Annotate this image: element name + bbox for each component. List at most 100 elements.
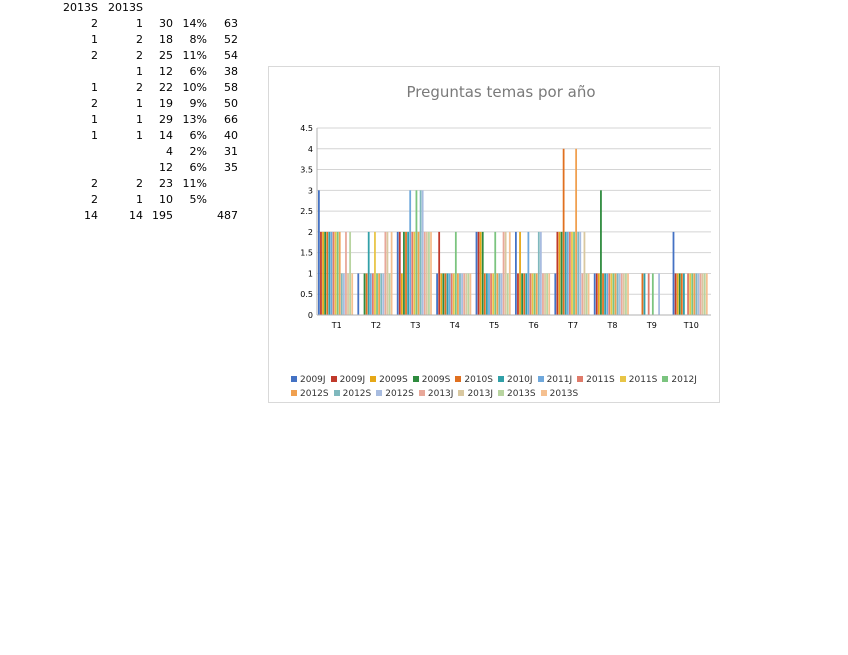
bar[interactable] xyxy=(403,231,405,315)
bar[interactable] xyxy=(583,231,586,315)
sheet-cell[interactable]: 58 xyxy=(224,81,238,94)
bar[interactable] xyxy=(691,273,694,315)
sheet-cell[interactable]: 23 xyxy=(159,177,173,190)
bar[interactable] xyxy=(486,273,488,315)
bar[interactable] xyxy=(500,273,503,315)
legend-item[interactable]: 2010S xyxy=(455,373,493,387)
bar[interactable] xyxy=(573,231,575,315)
bar[interactable] xyxy=(330,231,333,315)
bar[interactable] xyxy=(533,273,536,315)
bar[interactable] xyxy=(678,273,681,315)
sheet-header-cell[interactable] xyxy=(143,0,173,16)
bar[interactable] xyxy=(703,273,706,315)
bar[interactable] xyxy=(701,273,704,315)
sheet-cell[interactable]: 13% xyxy=(182,113,207,126)
sheet-cell[interactable]: 2 xyxy=(91,193,98,206)
bar[interactable] xyxy=(562,148,565,315)
legend-item[interactable]: 2012S xyxy=(291,387,329,401)
bar[interactable] xyxy=(548,273,551,315)
bar[interactable] xyxy=(687,273,689,315)
bar[interactable] xyxy=(492,273,495,315)
bar[interactable] xyxy=(409,190,412,315)
sheet-cell[interactable]: 487 xyxy=(217,209,238,222)
bar[interactable] xyxy=(620,273,623,315)
bar[interactable] xyxy=(423,231,426,315)
bar[interactable] xyxy=(413,231,416,315)
sheet-cell[interactable] xyxy=(0,144,98,160)
sheet-cell[interactable]: 9% xyxy=(189,97,207,110)
bar[interactable] xyxy=(481,231,484,315)
bar[interactable] xyxy=(544,273,546,315)
legend-item[interactable]: 2010J xyxy=(498,373,533,387)
bar[interactable] xyxy=(651,273,654,315)
bar[interactable] xyxy=(328,231,331,315)
legend-item[interactable]: 2012J xyxy=(662,373,697,387)
bar[interactable] xyxy=(388,273,391,315)
bar[interactable] xyxy=(459,273,461,315)
bar[interactable] xyxy=(490,273,492,315)
bar[interactable] xyxy=(415,190,418,315)
sheet-cell[interactable] xyxy=(0,160,98,176)
bar[interactable] xyxy=(494,231,497,315)
bar[interactable] xyxy=(674,273,677,315)
sheet-cell[interactable]: 50 xyxy=(224,97,238,110)
bar[interactable] xyxy=(568,231,571,315)
bar[interactable] xyxy=(676,273,679,315)
bar[interactable] xyxy=(602,273,604,315)
bar[interactable] xyxy=(407,231,409,315)
bar[interactable] xyxy=(444,273,447,315)
bar[interactable] xyxy=(647,273,650,315)
bar[interactable] xyxy=(627,273,629,315)
bar[interactable] xyxy=(525,273,528,315)
bar[interactable] xyxy=(527,231,530,315)
bar[interactable] xyxy=(608,273,611,315)
bar[interactable] xyxy=(581,273,584,315)
bar[interactable] xyxy=(610,273,613,315)
bar[interactable] xyxy=(641,273,644,315)
bar[interactable] xyxy=(556,231,559,315)
sheet-cell[interactable]: 6% xyxy=(189,161,207,174)
bar[interactable] xyxy=(577,231,580,315)
sheet-cell[interactable]: 30 xyxy=(159,17,173,30)
bar[interactable] xyxy=(502,231,505,315)
bar[interactable] xyxy=(382,273,385,315)
bar[interactable] xyxy=(436,273,438,315)
bar[interactable] xyxy=(697,273,700,315)
bar[interactable] xyxy=(515,231,517,315)
bar[interactable] xyxy=(365,273,368,315)
sheet-cell[interactable]: 2 xyxy=(136,49,143,62)
bar[interactable] xyxy=(477,231,480,315)
sheet-cell[interactable]: 29 xyxy=(159,113,173,126)
bar[interactable] xyxy=(438,231,441,315)
bar[interactable] xyxy=(442,273,445,315)
bar[interactable] xyxy=(369,273,372,315)
sheet-cell[interactable]: 2 xyxy=(91,17,98,30)
bar[interactable] xyxy=(463,273,466,315)
bar[interactable] xyxy=(585,273,588,315)
bar[interactable] xyxy=(523,273,526,315)
sheet-cell[interactable]: 40 xyxy=(224,129,238,142)
bar[interactable] xyxy=(338,231,341,315)
sheet-header-cell[interactable]: 2013S xyxy=(63,1,98,14)
legend-item[interactable]: 2013S xyxy=(498,387,536,401)
bar[interactable] xyxy=(521,273,524,315)
sheet-cell[interactable]: 5% xyxy=(189,193,207,206)
legend-item[interactable]: 2009S xyxy=(370,373,408,387)
bar[interactable] xyxy=(531,273,534,315)
bar[interactable] xyxy=(575,148,578,315)
sheet-cell[interactable]: 35 xyxy=(224,161,238,174)
bar[interactable] xyxy=(357,273,360,315)
bar[interactable] xyxy=(452,273,455,315)
sheet-cell[interactable]: 12 xyxy=(159,161,173,174)
bar[interactable] xyxy=(496,273,499,315)
bar[interactable] xyxy=(658,273,660,315)
bar[interactable] xyxy=(318,190,320,315)
bar[interactable] xyxy=(475,231,478,315)
bar[interactable] xyxy=(579,231,582,315)
bar[interactable] xyxy=(546,273,549,315)
legend-item[interactable]: 2013S xyxy=(540,387,578,401)
bar[interactable] xyxy=(537,231,540,315)
sheet-cell[interactable]: 6% xyxy=(189,129,207,142)
sheet-cell[interactable]: 38 xyxy=(224,65,238,78)
bar[interactable] xyxy=(430,231,432,315)
